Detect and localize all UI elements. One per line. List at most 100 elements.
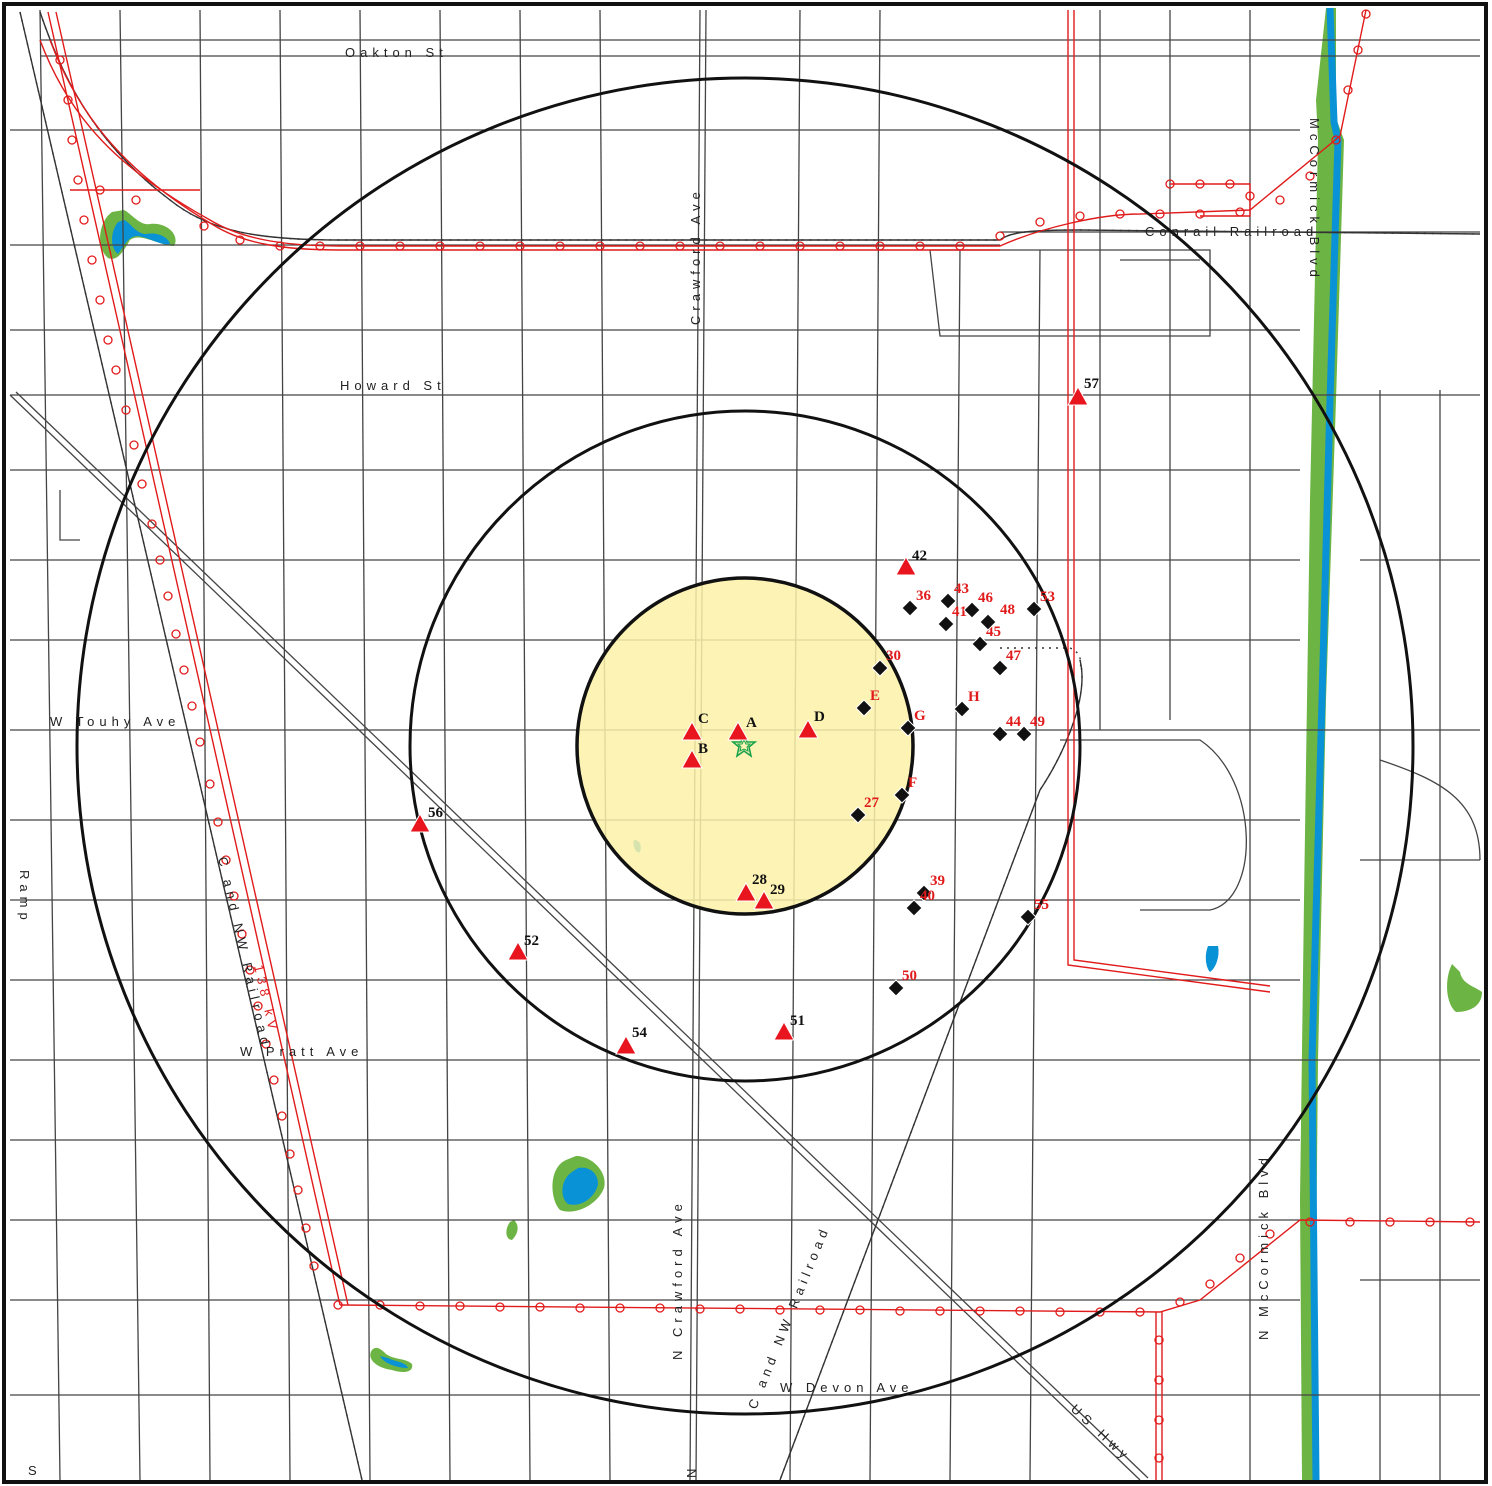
site-label: A [746,715,757,731]
diamond-marker-icon [971,635,989,653]
site-marker-42: 42 [895,548,927,576]
street-label-edge-s: S [28,1463,42,1478]
diamond-marker-icon [991,659,1009,677]
triangle-marker-icon [1067,385,1089,406]
pond-south-water [562,1167,598,1205]
site-marker-50: 50 [887,968,917,997]
site-marker-28: 28 [735,872,767,902]
diamond-marker-icon [979,613,997,631]
diamond-marker-icon [937,615,955,633]
veg-east-edge [1447,964,1482,1012]
utility-poles [55,9,1475,1463]
diamond-marker-icon [953,700,971,718]
site-marker-30: 30 [871,648,901,677]
site-label: 28 [752,872,767,888]
site-label: 27 [864,795,880,811]
street-label-oakton: Oakton St [345,45,448,60]
site-label: 29 [770,882,785,898]
site-label: 50 [902,968,917,984]
outer-ring [75,76,1415,1416]
diamond-marker-icon [991,725,1009,743]
site-marker-B: B [681,741,708,769]
site-marker-49: 49 [1015,714,1045,743]
site-label: 41 [952,604,967,620]
site-label: E [870,688,880,704]
site-marker-D: D [797,709,825,739]
site-label: 44 [1006,714,1022,730]
triangle-marker-icon [797,718,819,739]
street-label-touhy: W Touhy Ave [50,714,180,729]
site-marker-54: 54 [615,1025,648,1055]
site-marker-47: 47 [991,648,1022,677]
site-label: 43 [954,581,969,597]
site-marker-H: H [953,689,980,718]
middle-ring [408,409,1082,1083]
diamond-marker-icon [871,659,889,677]
site-marker-55: 55 [1019,897,1049,926]
site-label: 40 [920,888,935,904]
street-label-edge-n: N [684,1464,699,1478]
street-label-crawford-south: N Crawford Ave [670,1199,685,1360]
site-label: 46 [978,590,994,606]
site-marker-52: 52 [507,933,539,961]
triangle-marker-icon [773,1020,795,1041]
site-marker-G: G [899,708,926,737]
diamond-marker-icon [939,592,957,610]
triangle-marker-icon [409,812,431,833]
site-label: C [698,711,709,727]
site-label: 42 [912,548,927,564]
triangle-marker-icon [681,748,703,769]
triangle-marker-icon [507,940,529,961]
site-marker-46: 46 [963,590,994,619]
triangle-marker-icon [735,881,757,902]
site-label: 52 [524,933,539,949]
triangle-marker-icon [727,720,749,741]
diamond-marker-icon [887,979,905,997]
site-marker-29: 29 [753,882,785,910]
site-label: H [968,689,980,705]
site-marker-56: 56 [409,805,444,833]
site-marker-51: 51 [773,1013,805,1041]
pond-east-small [1205,946,1219,972]
site-label: 56 [428,805,444,821]
site-marker-F: F [893,775,917,804]
pond-northwest-water [112,220,170,254]
site-marker-27: 27 [849,795,880,824]
utility-lines [39,9,1481,1480]
diamond-marker-icon [1025,600,1043,618]
star-icon [730,731,758,758]
buffer-rings [75,76,1415,1416]
triangle-marker-icon [753,889,775,910]
site-label: 30 [886,648,901,664]
water-features [100,7,1482,1481]
site-marker-40: 40 [905,888,935,917]
site-label: 57 [1084,376,1100,392]
street-label-mccormick-south: N McCormick Blvd [1256,1153,1271,1340]
diamond-marker-icon [1015,725,1033,743]
site-marker-43: 43 [939,581,969,610]
site-label: 54 [632,1025,648,1041]
diamond-marker-icon [899,719,917,737]
street-label-howard: Howard St [340,378,446,393]
site-label: 49 [1030,714,1045,730]
site-marker-44: 44 [991,714,1022,743]
site-label: D [814,709,825,725]
site-label: B [698,741,708,757]
diamond-marker-icon [901,599,919,617]
street-label-ramp: Ramp [17,870,32,925]
inner-zone [575,576,915,916]
site-marker-E: E [855,688,880,717]
diamond-marker-icon [1019,908,1037,926]
diamond-marker-icon [905,899,923,917]
veg-south-small [506,1220,518,1240]
site-label: 55 [1034,897,1049,913]
street-label-crawford-north: Crawford Ave [688,187,703,325]
site-label: 47 [1006,648,1022,664]
site-label: 51 [790,1013,805,1029]
triangle-marker-icon [895,555,917,576]
street-label-conrail: Conrail Railroad [1145,224,1318,239]
